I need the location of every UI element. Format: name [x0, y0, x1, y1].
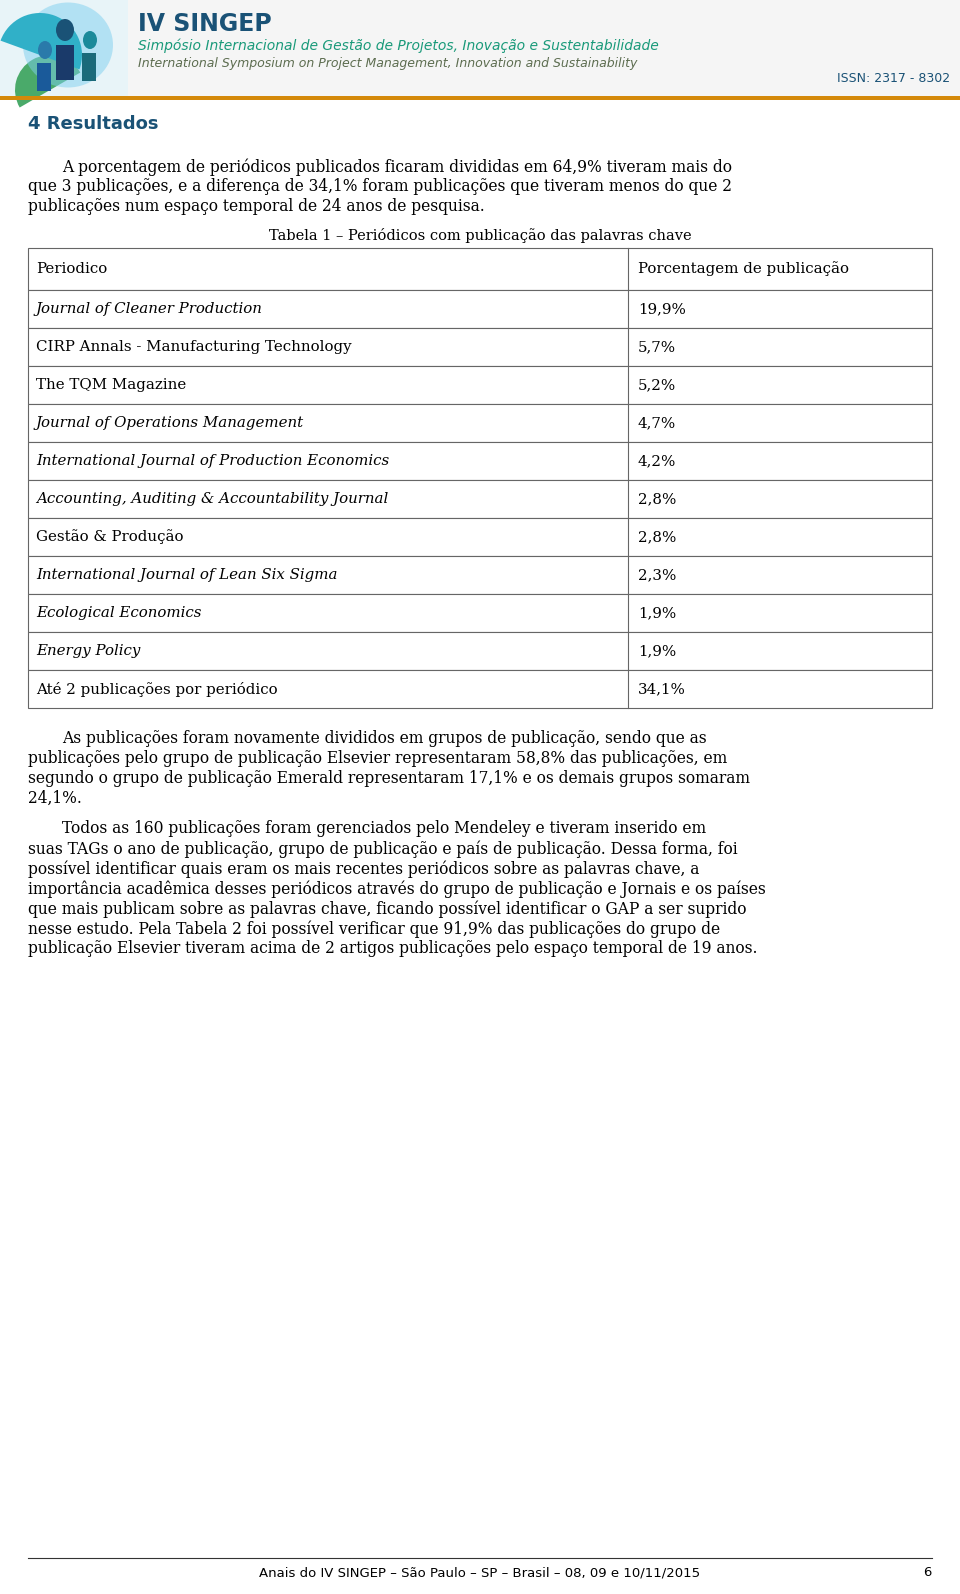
Bar [0, 96, 960, 100]
Wedge shape [15, 56, 81, 107]
Bar [28, 403, 932, 442]
Bar [28, 669, 932, 708]
Text: Gestão & Produção: Gestão & Produção [36, 529, 183, 545]
Text: Ecological Economics: Ecological Economics [36, 606, 202, 620]
Text: Accounting, Auditing & Accountability Journal: Accounting, Auditing & Accountability Jo… [36, 493, 388, 505]
Text: 19,9%: 19,9% [638, 301, 685, 316]
Bar [28, 328, 932, 367]
Bar [0, 0, 128, 100]
Bar [28, 595, 932, 631]
Text: International Journal of Production Economics: International Journal of Production Econ… [36, 454, 389, 469]
Text: 2,3%: 2,3% [638, 567, 677, 582]
Text: As publicações foram novamente divididos em grupos de publicação, sendo que as: As publicações foram novamente divididos… [62, 730, 707, 748]
Text: importância acadêmica desses periódicos através do grupo de publicação e Jornais: importância acadêmica desses periódicos … [28, 880, 766, 897]
Bar [56, 45, 74, 80]
Text: Journal of Cleaner Production: Journal of Cleaner Production [36, 301, 263, 316]
Bar [28, 518, 932, 556]
Bar [28, 367, 932, 403]
Text: A porcentagem de periódicos publicados ficaram divididas em 64,9% tiveram mais d: A porcentagem de periódicos publicados f… [62, 158, 732, 175]
Text: que mais publicam sobre as palavras chave, ficando possível identificar o GAP a : que mais publicam sobre as palavras chav… [28, 901, 747, 918]
Ellipse shape [56, 19, 74, 41]
Text: possível identificar quais eram os mais recentes periódicos sobre as palavras ch: possível identificar quais eram os mais … [28, 861, 700, 878]
Text: 4,2%: 4,2% [638, 454, 677, 469]
Bar [28, 480, 932, 518]
Text: publicações pelo grupo de publicação Elsevier representaram 58,8% das publicaçõe: publicações pelo grupo de publicação Els… [28, 751, 728, 767]
Text: Porcentagem de publicação: Porcentagem de publicação [638, 261, 849, 276]
Text: publicações num espaço temporal de 24 anos de pesquisa.: publicações num espaço temporal de 24 an… [28, 198, 485, 215]
Text: 6: 6 [924, 1565, 932, 1580]
Wedge shape [1, 13, 82, 70]
Text: 5,2%: 5,2% [638, 378, 676, 392]
Bar [37, 64, 51, 91]
Text: 4 Resultados: 4 Resultados [28, 115, 158, 132]
Text: IV SINGEP: IV SINGEP [138, 13, 272, 37]
Ellipse shape [23, 3, 113, 88]
Bar [28, 249, 932, 290]
Text: Simpósio Internacional de Gestão de Projetos, Inovação e Sustentabilidade: Simpósio Internacional de Gestão de Proj… [138, 38, 659, 53]
Text: The TQM Magazine: The TQM Magazine [36, 378, 186, 392]
Text: CIRP Annals - Manufacturing Technology: CIRP Annals - Manufacturing Technology [36, 340, 351, 354]
Text: Todos as 160 publicações foram gerenciados pelo Mendeley e tiveram inserido em: Todos as 160 publicações foram gerenciad… [62, 819, 707, 837]
Text: Até 2 publicações por periódico: Até 2 publicações por periódico [36, 682, 277, 697]
Text: Energy Policy: Energy Policy [36, 644, 140, 658]
Text: nesse estudo. Pela Tabela 2 foi possível verificar que 91,9% das publicações do : nesse estudo. Pela Tabela 2 foi possível… [28, 920, 720, 937]
Text: 34,1%: 34,1% [638, 682, 685, 697]
Text: Journal of Operations Management: Journal of Operations Management [36, 416, 304, 430]
Text: publicação Elsevier tiveram acima de 2 artigos publicações pelo espaço temporal : publicação Elsevier tiveram acima de 2 a… [28, 940, 757, 956]
Text: 1,9%: 1,9% [638, 606, 676, 620]
Bar [28, 290, 932, 328]
Text: 5,7%: 5,7% [638, 340, 676, 354]
Bar [0, 0, 960, 100]
Text: ISSN: 2317 - 8302: ISSN: 2317 - 8302 [837, 72, 950, 84]
Ellipse shape [38, 41, 52, 59]
Text: Anais do IV SINGEP – São Paulo – SP – Brasil – 08, 09 e 10/11/2015: Anais do IV SINGEP – São Paulo – SP – Br… [259, 1565, 701, 1580]
Ellipse shape [83, 30, 97, 49]
Text: 1,9%: 1,9% [638, 644, 676, 658]
Text: segundo o grupo de publicação Emerald representaram 17,1% e os demais grupos som: segundo o grupo de publicação Emerald re… [28, 770, 750, 787]
Text: 4,7%: 4,7% [638, 416, 676, 430]
Text: Periodico: Periodico [36, 261, 108, 276]
Bar [28, 631, 932, 669]
Text: 2,8%: 2,8% [638, 529, 677, 544]
Text: International Journal of Lean Six Sigma: International Journal of Lean Six Sigma [36, 567, 338, 582]
Bar [28, 556, 932, 595]
Text: Tabela 1 – Periódicos com publicação das palavras chave: Tabela 1 – Periódicos com publicação das… [269, 228, 691, 242]
Text: suas TAGs o ano de publicação, grupo de publicação e país de publicação. Dessa f: suas TAGs o ano de publicação, grupo de … [28, 840, 737, 858]
Text: 2,8%: 2,8% [638, 493, 677, 505]
Text: 24,1%.: 24,1%. [28, 791, 82, 807]
Bar [28, 442, 932, 480]
Bar [82, 53, 96, 81]
Text: International Symposium on Project Management, Innovation and Sustainability: International Symposium on Project Manag… [138, 57, 637, 70]
Text: que 3 publicações, e a diferença de 34,1% foram publicações que tiveram menos do: que 3 publicações, e a diferença de 34,1… [28, 179, 732, 194]
